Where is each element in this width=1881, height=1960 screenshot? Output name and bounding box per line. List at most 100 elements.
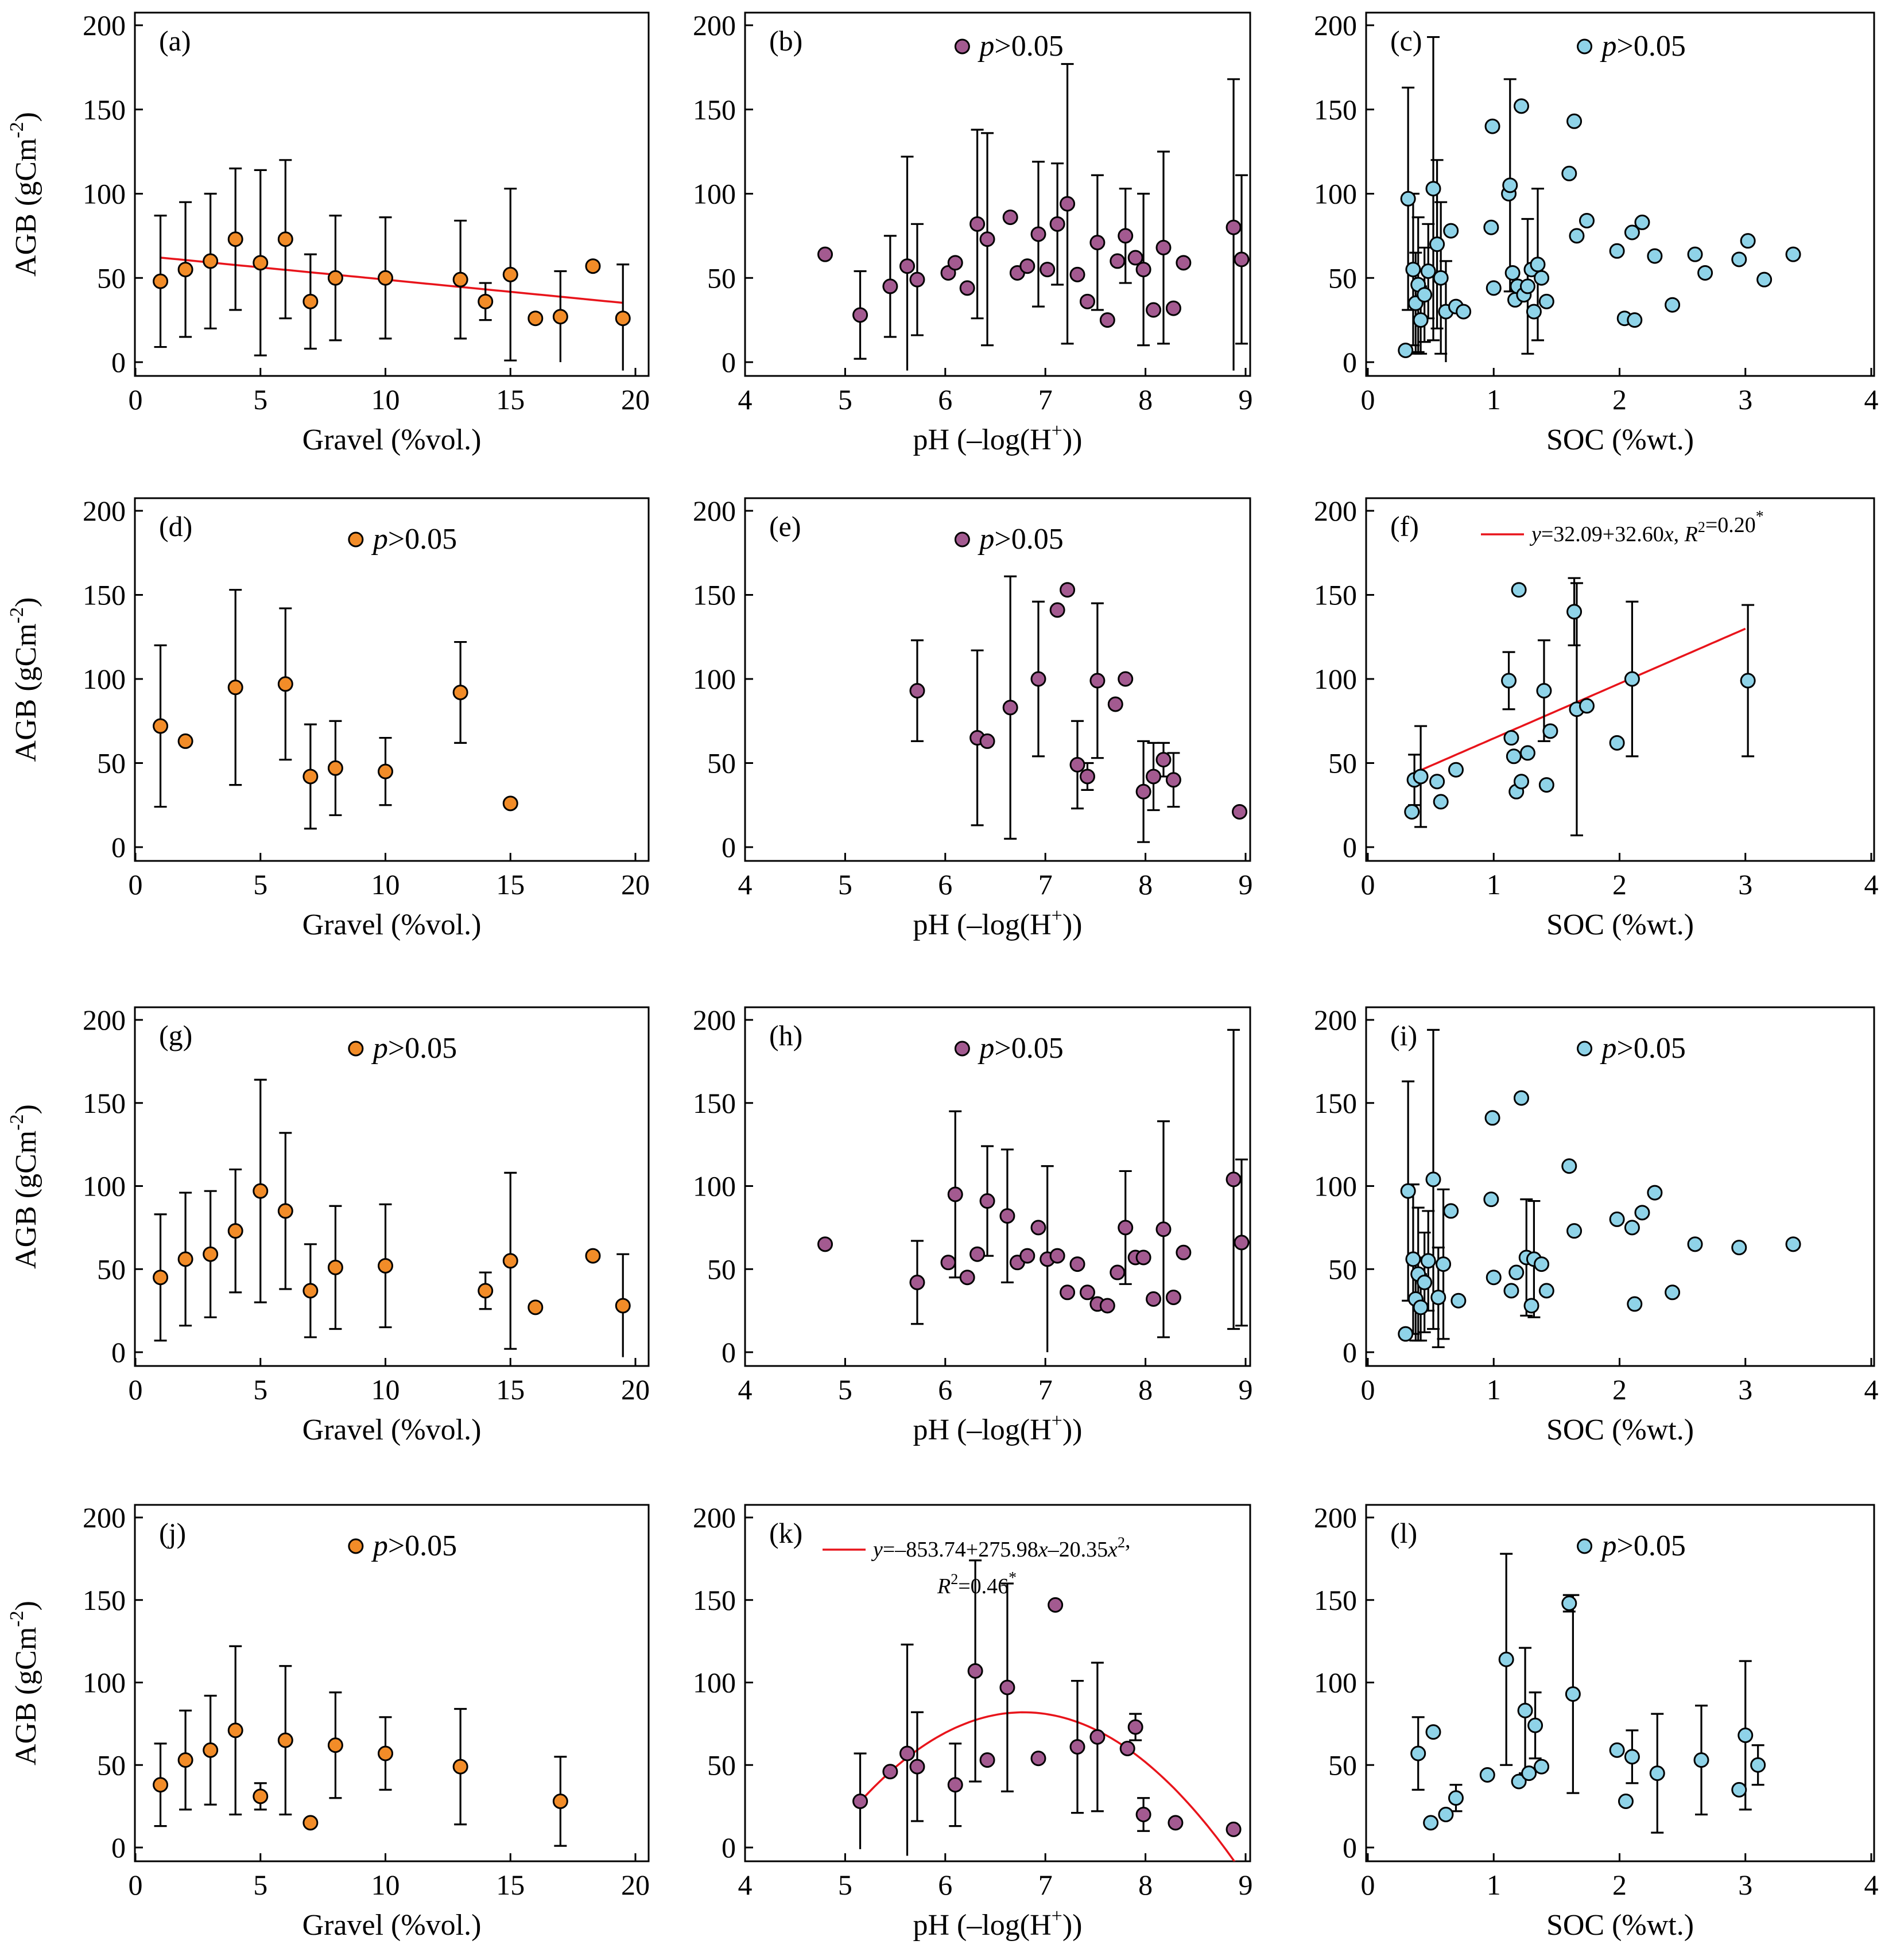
data-point <box>1521 1765 1537 1782</box>
data-point <box>1526 304 1542 320</box>
y-tick-label: 100 <box>1314 1667 1357 1699</box>
y-tick-label: 0 <box>111 831 126 863</box>
data-point <box>177 1251 193 1267</box>
legend-marker <box>954 531 970 548</box>
y-tick-label: 100 <box>1314 663 1357 695</box>
y-tick-label: 200 <box>83 9 126 41</box>
x-tick-label: 4 <box>1864 1373 1879 1406</box>
y-tick-label: 0 <box>722 1831 736 1864</box>
x-tick-label: 5 <box>838 868 852 901</box>
data-point <box>1479 1767 1495 1783</box>
sig-rest: >0.05 <box>388 1530 457 1562</box>
panel-label: (g) <box>159 1019 192 1051</box>
data-point <box>1450 1293 1467 1309</box>
data-point <box>1665 1284 1681 1301</box>
eq-sup: * <box>1009 1569 1017 1587</box>
x-tick-label: 5 <box>838 1869 852 1901</box>
data-point <box>1508 1264 1525 1280</box>
panel-label: (h) <box>769 1019 802 1051</box>
fit-line <box>1411 627 1746 775</box>
data-point <box>1483 219 1499 235</box>
data-point <box>1561 1596 1577 1611</box>
data-point <box>1486 1270 1502 1286</box>
y-tick-label: 200 <box>1314 495 1357 527</box>
data-point <box>1135 783 1151 799</box>
panel-f: 0 1 2 3 4 0 50 100 150 200 SOC (%wt.) (f) y=32.09+32… <box>1314 495 1879 941</box>
y-tick-label: 0 <box>1343 346 1357 378</box>
data-point <box>253 1788 269 1804</box>
data-point <box>909 1759 925 1775</box>
data-point <box>1127 250 1143 266</box>
panel-label: (e) <box>769 510 801 542</box>
data-point <box>1079 293 1095 309</box>
data-point <box>1697 265 1713 281</box>
data-point <box>1506 748 1522 764</box>
panel-i: 0 1 2 3 4 0 50 100 150 200 SOC (%wt.) (i) p>0.05 <box>1314 1004 1879 1446</box>
data-point <box>1049 1248 1065 1264</box>
x-tick-label: 15 <box>496 1373 525 1406</box>
data-point <box>1443 1203 1459 1219</box>
sig-p: p <box>977 1032 994 1065</box>
x-tick-label: 1 <box>1487 383 1501 416</box>
y-tick-label: 0 <box>1343 1831 1357 1864</box>
y-tick-label: 150 <box>693 1584 736 1616</box>
data-point <box>1448 762 1464 778</box>
x-tick-label: 4 <box>738 1373 753 1406</box>
data-point <box>909 683 925 699</box>
y-tick-label: 150 <box>1314 1087 1357 1119</box>
y-axis-title-sup: -2 <box>6 1114 28 1130</box>
x-tick-label: 0 <box>129 1373 143 1406</box>
data-point <box>1687 246 1703 262</box>
data-point <box>1647 248 1663 264</box>
data-point <box>153 718 169 734</box>
plot-content <box>153 1645 568 1847</box>
y-tick-label: 150 <box>83 579 126 611</box>
data-point <box>1448 1790 1464 1806</box>
y-tick-label: 0 <box>722 1336 736 1368</box>
data-point <box>1030 1751 1046 1767</box>
x-tick-label: 10 <box>371 868 400 901</box>
x-tick-label: 4 <box>738 868 753 901</box>
data-point <box>1135 1807 1151 1822</box>
data-point <box>1146 769 1162 785</box>
y-tick-label: 150 <box>83 94 126 126</box>
data-point <box>852 1794 868 1809</box>
data-point <box>1429 774 1445 790</box>
y-tick-label: 200 <box>693 1004 736 1036</box>
data-point <box>1624 1220 1640 1236</box>
significance-label: p>0.05 <box>977 1032 1063 1065</box>
x-tick-label: 4 <box>738 1869 753 1901</box>
data-point <box>1119 1741 1135 1756</box>
data-point <box>1504 265 1521 281</box>
data-point <box>1511 1773 1527 1790</box>
sig-rest: >0.05 <box>388 523 457 556</box>
data-point <box>1634 1205 1650 1221</box>
data-point <box>1665 297 1681 313</box>
sig-rest: >0.05 <box>388 1032 457 1065</box>
y-axis-title: AGB (gCm-2) <box>6 112 42 277</box>
data-point <box>1049 602 1065 618</box>
x-axis-title-sup: + <box>1052 1410 1062 1431</box>
data-point <box>1731 251 1747 267</box>
panel-label: (k) <box>769 1517 802 1549</box>
x-tick-label: 0 <box>129 1869 143 1901</box>
data-point <box>1405 262 1421 278</box>
data-point <box>1609 1742 1625 1758</box>
data-point <box>1099 1298 1115 1314</box>
eq-text-part: =0.20 <box>1705 513 1756 537</box>
y-axis-title-sup: -2 <box>6 607 28 623</box>
x-axis-title: Gravel (%vol.) <box>302 1909 482 1942</box>
data-point <box>1398 342 1414 358</box>
x-axis-title-sup: + <box>1052 905 1062 926</box>
significance-label: p>0.05 <box>371 1530 457 1562</box>
data-point <box>1609 735 1625 751</box>
data-point <box>1609 1211 1625 1227</box>
y-tick-label: 150 <box>693 94 736 126</box>
x-tick-label: 15 <box>496 383 525 416</box>
data-point <box>585 1248 601 1264</box>
panel-label: (d) <box>159 510 192 542</box>
data-point <box>203 1246 219 1262</box>
